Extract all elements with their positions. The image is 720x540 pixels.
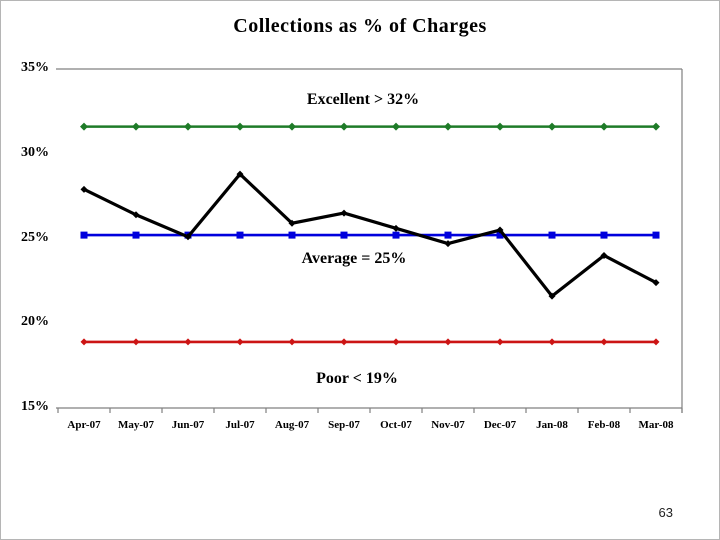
series-marker — [496, 226, 504, 234]
series-marker — [132, 231, 140, 239]
series-marker — [652, 231, 660, 239]
series-marker — [288, 219, 296, 227]
series-marker — [132, 211, 140, 219]
x-tick-label: Mar-08 — [638, 419, 674, 431]
x-tick-label: Oct-07 — [380, 419, 412, 431]
x-tick-label: Jan-08 — [536, 419, 568, 431]
series-marker — [444, 338, 452, 346]
series-marker — [340, 231, 348, 239]
series-marker — [80, 231, 88, 239]
x-tick-label: Dec-07 — [483, 419, 517, 431]
series-marker — [548, 231, 556, 239]
x-tick-label: Jun-07 — [171, 419, 205, 431]
x-tick-label: Nov-07 — [431, 419, 465, 431]
series-marker — [392, 224, 400, 232]
annotation-average: Average = 25% — [301, 250, 407, 267]
series-marker — [548, 292, 556, 300]
series-marker — [184, 233, 192, 241]
y-tick-label: 20% — [21, 314, 49, 330]
series-marker — [444, 231, 452, 239]
x-tick-label: May-07 — [117, 419, 155, 431]
series-marker — [548, 338, 556, 346]
series-marker — [184, 338, 192, 346]
series-marker — [236, 170, 244, 178]
y-tick-label: 15% — [21, 399, 49, 414]
series-marker — [392, 122, 400, 131]
series-marker — [652, 122, 660, 131]
series-line-3 — [83, 171, 657, 299]
annotation-poor: Poor < 19% — [316, 370, 398, 387]
series-marker — [600, 122, 608, 131]
series-marker — [340, 338, 348, 346]
series-marker — [444, 122, 452, 131]
series-marker — [652, 338, 660, 346]
series-marker — [496, 338, 504, 346]
series-marker — [288, 122, 296, 131]
series-marker — [80, 185, 88, 193]
series-marker — [496, 122, 504, 131]
series-marker — [548, 122, 556, 131]
series-marker — [600, 251, 608, 259]
series-marker — [340, 122, 348, 131]
series-marker — [652, 279, 660, 287]
series-marker — [600, 231, 608, 239]
series-marker — [80, 122, 88, 131]
series-marker — [340, 209, 348, 217]
series-marker — [132, 338, 140, 346]
series-marker — [132, 122, 140, 131]
series-marker — [392, 338, 400, 346]
series-marker — [236, 122, 244, 131]
y-tick-label: 35% — [21, 60, 49, 75]
series-marker — [288, 231, 296, 239]
annotation-excellent: Excellent > 32% — [306, 91, 420, 108]
series-marker — [184, 122, 192, 131]
y-tick-label: 30% — [21, 144, 49, 160]
series-marker — [392, 231, 400, 239]
series-marker — [288, 338, 296, 346]
x-tick-label: Apr-07 — [67, 419, 101, 431]
x-tick-label: Aug-07 — [274, 419, 310, 431]
series-marker — [600, 338, 608, 346]
series-marker — [236, 231, 244, 239]
series-marker — [236, 338, 244, 346]
page-number: 63 — [658, 505, 673, 520]
series-marker — [444, 240, 452, 248]
x-tick-label: Jul-07 — [225, 419, 255, 431]
series-marker — [80, 338, 88, 346]
x-tick-label: Feb-08 — [587, 419, 621, 431]
chart-title: Collections as % of Charges — [233, 15, 487, 37]
x-tick-label: Sep-07 — [328, 419, 360, 431]
y-tick-label: 25% — [21, 229, 49, 245]
